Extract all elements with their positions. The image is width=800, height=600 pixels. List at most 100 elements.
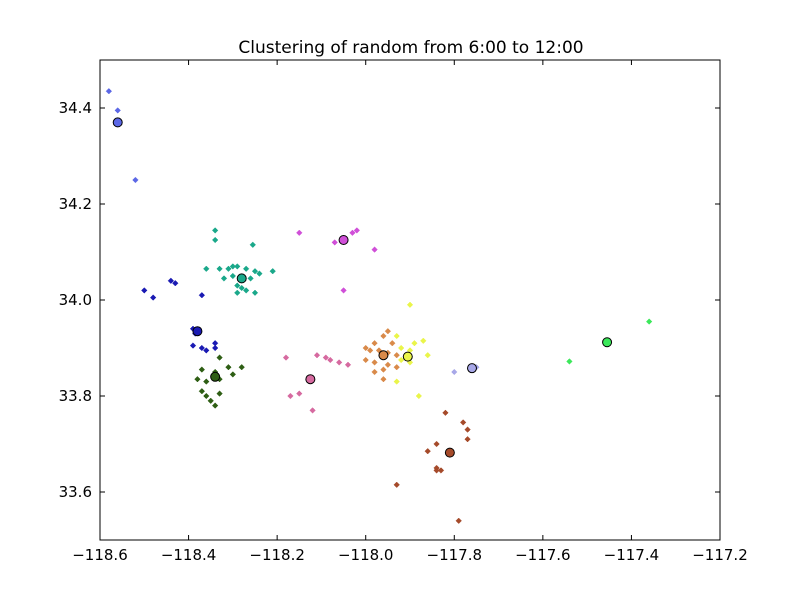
data-point-cluster-2 — [149, 294, 157, 301]
y-tick-label: 34.2 — [59, 195, 92, 213]
x-tick-label: −117.4 — [604, 546, 660, 564]
data-point-cluster-3 — [242, 287, 250, 294]
data-point-cluster-7 — [384, 361, 392, 368]
data-point-cluster-2 — [141, 287, 148, 294]
data-point-cluster-3 — [234, 289, 241, 296]
data-point-cluster-4 — [216, 354, 223, 361]
data-point-cluster-2 — [198, 344, 206, 352]
data-point-cluster-6 — [296, 390, 303, 397]
data-point-cluster-8 — [415, 392, 423, 400]
data-point-cluster-4 — [203, 378, 210, 385]
data-point-cluster-8 — [420, 337, 427, 344]
data-point-cluster-7 — [380, 332, 387, 340]
data-point-cluster-9 — [451, 368, 458, 376]
data-point-cluster-3 — [247, 275, 254, 282]
data-point-cluster-6 — [322, 354, 330, 361]
data-point-cluster-4 — [198, 388, 206, 395]
data-point-cluster-10 — [455, 517, 462, 524]
x-tick-label: −118.2 — [249, 546, 305, 564]
data-point-cluster-2 — [211, 344, 219, 352]
plot-area — [99, 59, 721, 541]
centroid-cluster-10 — [444, 447, 455, 458]
data-point-cluster-3 — [229, 263, 237, 270]
centroid-cluster-9 — [467, 363, 477, 374]
data-point-cluster-3 — [238, 284, 245, 292]
data-point-cluster-10 — [437, 467, 445, 474]
centroid-cluster-11 — [602, 337, 613, 348]
data-point-cluster-8 — [406, 301, 414, 308]
data-point-cluster-4 — [238, 364, 245, 371]
data-point-cluster-3 — [220, 275, 228, 282]
data-point-cluster-10 — [464, 436, 471, 443]
data-point-cluster-8 — [397, 344, 405, 352]
data-point-cluster-3 — [225, 265, 232, 272]
data-point-cluster-6 — [335, 359, 343, 366]
data-point-cluster-3 — [229, 272, 237, 280]
data-point-cluster-7 — [393, 364, 400, 371]
data-point-cluster-10 — [459, 419, 467, 426]
centroid-cluster-7 — [378, 350, 389, 361]
data-point-cluster-3 — [249, 241, 256, 248]
data-point-cluster-3 — [234, 282, 241, 289]
data-point-cluster-10 — [433, 440, 440, 448]
data-point-cluster-10 — [433, 467, 440, 474]
data-point-cluster-7 — [371, 368, 378, 376]
data-point-cluster-2 — [167, 277, 175, 284]
data-point-cluster-3 — [269, 268, 276, 275]
x-tick-label: −118.6 — [72, 546, 128, 564]
chart-title: Clustering of random from 6:00 to 12:00 — [238, 38, 583, 58]
data-point-cluster-10 — [424, 448, 431, 455]
data-point-cluster-5 — [371, 246, 378, 253]
data-point-cluster-8 — [424, 352, 431, 359]
data-point-cluster-5 — [331, 239, 338, 246]
data-point-cluster-11 — [645, 318, 653, 325]
data-point-cluster-4 — [194, 376, 201, 383]
data-point-cluster-7 — [371, 340, 378, 347]
data-point-cluster-3 — [242, 265, 250, 272]
data-points — [105, 88, 653, 524]
data-point-cluster-7 — [393, 352, 400, 359]
data-point-cluster-4 — [225, 364, 232, 371]
data-point-cluster-6 — [287, 392, 294, 400]
data-point-cluster-7 — [366, 347, 374, 354]
x-tick-label: −117.6 — [515, 546, 571, 564]
data-point-cluster-3 — [216, 265, 223, 272]
data-point-cluster-1 — [114, 107, 121, 114]
data-point-cluster-7 — [380, 366, 387, 373]
data-point-cluster-1 — [132, 176, 139, 184]
data-point-cluster-4 — [229, 371, 237, 378]
x-tick-label: −118.4 — [161, 546, 217, 564]
data-point-cluster-7 — [384, 328, 392, 335]
data-point-cluster-6 — [282, 354, 290, 361]
data-point-cluster-11 — [566, 358, 573, 365]
x-tick-label: −118.0 — [338, 546, 394, 564]
data-point-cluster-6 — [327, 356, 334, 364]
data-point-cluster-3 — [234, 263, 241, 270]
data-point-cluster-2 — [211, 340, 219, 347]
data-point-cluster-10 — [442, 409, 449, 416]
data-point-cluster-3 — [256, 270, 263, 277]
data-point-cluster-4 — [211, 402, 219, 409]
data-point-cluster-7 — [362, 344, 369, 352]
data-point-cluster-6 — [344, 361, 352, 368]
data-point-cluster-8 — [393, 378, 400, 385]
data-point-cluster-5 — [296, 229, 303, 236]
data-point-cluster-8 — [393, 332, 400, 340]
data-point-cluster-2 — [172, 280, 179, 287]
data-point-cluster-7 — [389, 340, 396, 347]
data-point-cluster-3 — [211, 227, 219, 234]
y-tick-label: 33.8 — [59, 387, 92, 405]
data-point-cluster-4 — [203, 392, 210, 400]
cluster-centroids — [112, 117, 613, 458]
x-tick-label: −117.2 — [692, 546, 748, 564]
data-point-cluster-6 — [309, 407, 316, 414]
data-point-cluster-8 — [397, 356, 405, 364]
data-point-cluster-7 — [380, 376, 387, 383]
data-point-cluster-3 — [203, 265, 210, 272]
centroid-cluster-2 — [192, 326, 203, 337]
centroid-cluster-6 — [305, 374, 316, 385]
data-point-cluster-6 — [313, 352, 321, 359]
centroid-cluster-4 — [210, 371, 221, 382]
data-point-cluster-3 — [251, 268, 259, 275]
